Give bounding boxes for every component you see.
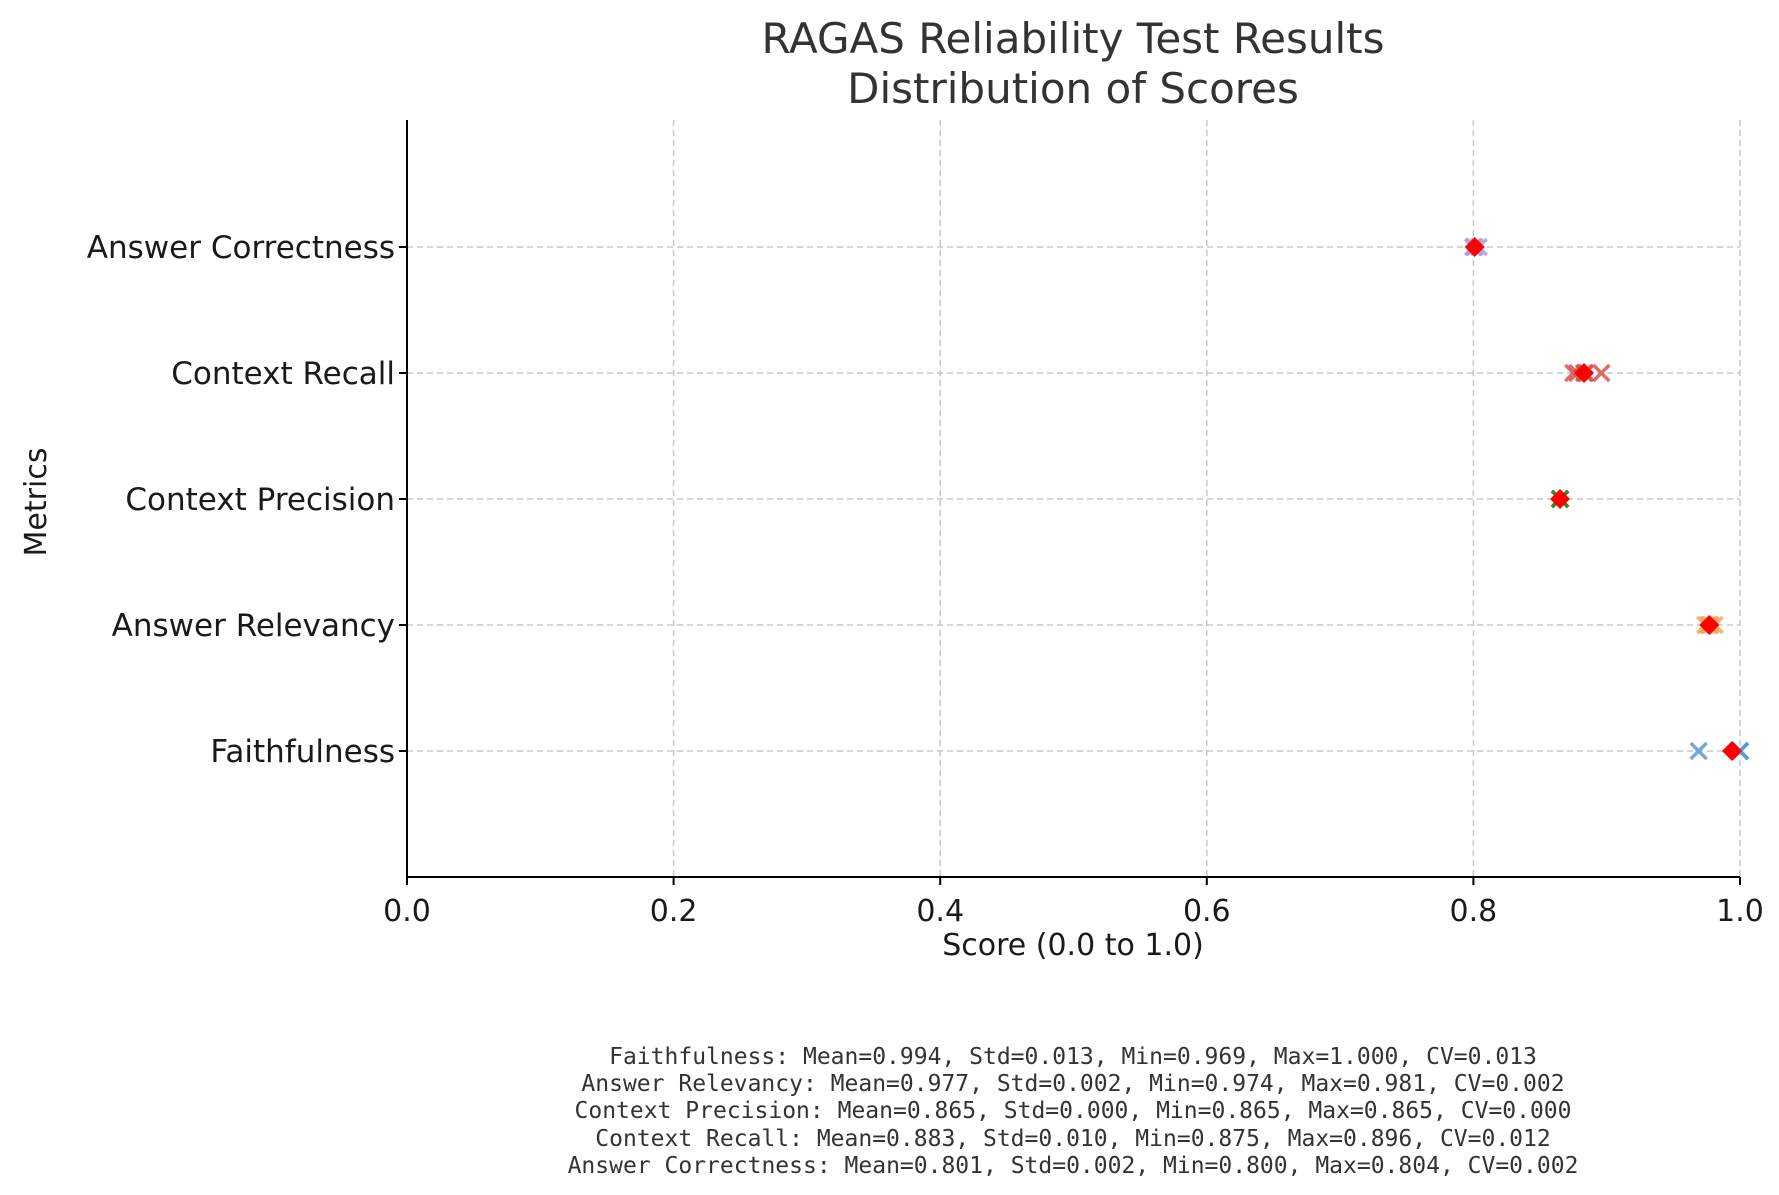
mean-marker (1722, 741, 1743, 761)
category-label: Context Precision (125, 482, 395, 518)
stats-summary: Faithfulness: Mean=0.994, Std=0.013, Min… (568, 1044, 1579, 1179)
mean-marker (1699, 615, 1720, 635)
grid (407, 120, 1741, 877)
stats-line: Context Precision: Mean=0.865, Std=0.000… (575, 1098, 1572, 1124)
category-label: Answer Correctness (87, 230, 395, 266)
y-ticks: Faithfulness Answer Relevancy Context Prec… (87, 230, 407, 770)
stats-line: Context Recall: Mean=0.883, Std=0.010, M… (595, 1126, 1550, 1152)
data-marks (1464, 237, 1750, 761)
stats-line: Faithfulness: Mean=0.994, Std=0.013, Min… (609, 1044, 1537, 1070)
x-tick-label: 0.6 (1183, 894, 1231, 929)
mean-marker (1464, 237, 1485, 257)
y-axis-label: Metrics (19, 448, 54, 557)
x-tick-label: 0.0 (383, 894, 431, 929)
chart-title-line-2: Distribution of Scores (847, 64, 1299, 113)
run-point (1592, 363, 1611, 383)
x-tick-label: 0.4 (916, 894, 964, 929)
mean-marker (1574, 363, 1595, 383)
mean-marker (1550, 489, 1571, 509)
chart-title-line-1: RAGAS Reliability Test Results (761, 14, 1384, 63)
x-tick-label: 0.8 (1450, 894, 1498, 929)
stats-line: Answer Relevancy: Mean=0.977, Std=0.002,… (581, 1071, 1564, 1097)
x-tick-label: 1.0 (1716, 894, 1764, 929)
run-point (1689, 741, 1708, 761)
x-ticks: 0.0 0.2 0.4 0.6 0.8 1.0 (383, 877, 1764, 929)
category-label: Answer Relevancy (112, 608, 395, 644)
stats-line: Answer Correctness: Mean=0.801, Std=0.00… (568, 1153, 1579, 1179)
x-tick-label: 0.2 (650, 894, 698, 929)
category-label: Faithfulness (210, 734, 395, 770)
x-axis-label: Score (0.0 to 1.0) (942, 928, 1204, 963)
category-label: Context Recall (171, 356, 395, 392)
